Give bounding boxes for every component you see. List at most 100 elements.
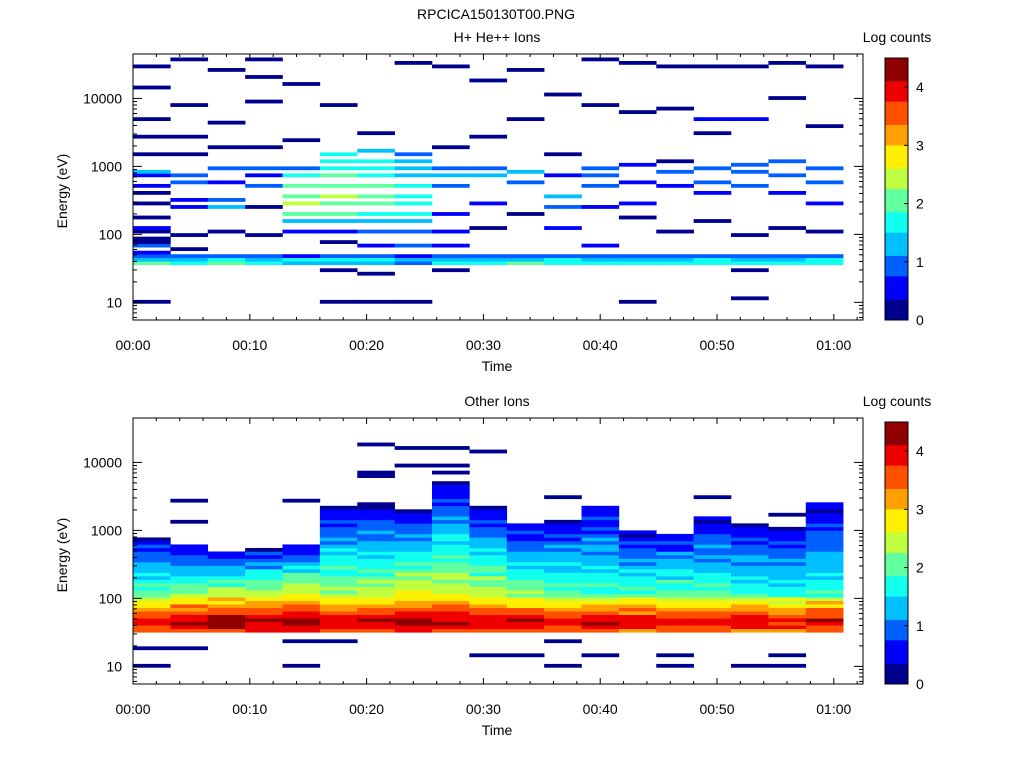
colorbar-segment xyxy=(885,174,908,178)
colorbar-segment xyxy=(885,229,908,234)
heatmap-cell xyxy=(432,597,470,601)
heatmap-cell xyxy=(319,593,358,598)
heatmap-cell xyxy=(544,663,582,668)
heatmap-cell xyxy=(282,138,321,143)
heatmap-cell xyxy=(319,544,358,549)
colorbar-segment xyxy=(885,162,908,167)
x-axis-label: Time xyxy=(482,358,513,374)
heatmap-cell xyxy=(432,544,470,549)
heatmap-cell xyxy=(133,201,171,206)
heatmap-cell xyxy=(731,233,769,237)
heatmap-cell xyxy=(544,569,582,573)
heatmap-cell xyxy=(357,530,395,535)
heatmap-cell xyxy=(805,540,844,545)
colorbar-border xyxy=(884,57,909,321)
heatmap-cell xyxy=(544,586,582,591)
heatmap-cell xyxy=(282,212,321,216)
colorbar-label: Log counts xyxy=(863,393,932,409)
heatmap-cell xyxy=(618,60,657,65)
heatmap-cell xyxy=(170,593,209,598)
colorbar-segment xyxy=(885,599,908,603)
heatmap-cell xyxy=(693,64,732,69)
heatmap-cell xyxy=(544,604,582,608)
heatmap-cell xyxy=(394,597,433,601)
heatmap-cell xyxy=(581,523,620,528)
heatmap-cell xyxy=(394,516,433,521)
heatmap-cell xyxy=(544,562,582,566)
colorbar-segment xyxy=(885,619,908,624)
heatmap-cell xyxy=(394,572,433,577)
heatmap-cell xyxy=(656,229,694,234)
heatmap-cell xyxy=(618,572,657,577)
y-tick-label: 100 xyxy=(99,226,123,242)
heatmap-cell xyxy=(805,519,844,524)
colorbar-tick-label: 4 xyxy=(916,79,924,95)
heatmap-cell xyxy=(731,530,769,535)
heatmap-cell xyxy=(170,57,209,62)
y-tick-label: 100 xyxy=(99,590,123,606)
colorbar-segment xyxy=(885,261,908,266)
colorbar-segment xyxy=(885,651,908,656)
heatmap-cell xyxy=(394,583,433,587)
colorbar-segment xyxy=(885,503,908,507)
heatmap-cell xyxy=(357,502,395,507)
heatmap-cell xyxy=(805,530,844,535)
colorbar-segment xyxy=(885,264,908,268)
heatmap-cell xyxy=(506,261,545,266)
colorbar-segment xyxy=(885,308,908,312)
panel-h-he-ions: H+ He++ Ions Log counts 00:00 00:10 00:20 0… xyxy=(54,29,931,374)
heatmap-cell xyxy=(207,611,246,616)
heatmap-cell xyxy=(133,572,171,577)
heatmap-cell xyxy=(656,554,694,559)
heatmap-cell xyxy=(319,551,358,556)
colorbar-tick-label: 2 xyxy=(916,560,924,576)
heatmap-cell xyxy=(319,505,358,510)
colorbar-segment xyxy=(885,675,908,679)
colorbar-segment xyxy=(885,255,908,260)
heatmap-cell xyxy=(394,201,433,206)
heatmap-cell xyxy=(319,554,358,559)
heatmap-cell xyxy=(693,516,732,521)
colorbar-segment xyxy=(885,608,908,612)
heatmap-cell xyxy=(618,530,657,535)
heatmap-cell xyxy=(768,618,807,623)
heatmap-cell xyxy=(731,169,769,174)
heatmap-cell xyxy=(618,614,657,619)
heatmap-cell xyxy=(768,512,807,517)
heatmap-cell xyxy=(731,551,769,556)
y-axis-ticks: 10 100 1000 10000 xyxy=(83,90,863,318)
heatmap-cell xyxy=(506,586,545,591)
colorbar-segment xyxy=(885,183,908,187)
heatmap-cell xyxy=(432,491,470,496)
colorbar-segment xyxy=(885,218,908,222)
heatmap-cell xyxy=(432,183,470,188)
heatmap-cell xyxy=(544,194,582,199)
heatmap-cell xyxy=(731,576,769,580)
heatmap-cell xyxy=(656,576,694,580)
heatmap-cell xyxy=(581,243,620,248)
heatmap-cell xyxy=(506,554,545,559)
heatmap-cell xyxy=(432,495,470,500)
heatmap-cell xyxy=(731,554,769,559)
heatmap-cell xyxy=(394,261,433,266)
heatmap-cell xyxy=(656,607,694,612)
heatmap-cell xyxy=(282,611,321,616)
y-tick-label: 1000 xyxy=(91,158,122,174)
heatmap-cell xyxy=(432,607,470,612)
colorbar-segment xyxy=(885,299,908,303)
heatmap-cell xyxy=(656,600,694,605)
heatmap-cell xyxy=(544,544,582,549)
heatmap-cell xyxy=(469,261,508,266)
colorbar-segment xyxy=(885,151,908,155)
heatmap-cell xyxy=(432,621,470,626)
heatmap-cell xyxy=(394,512,433,517)
heatmap-cell xyxy=(544,533,582,538)
colorbar-segment xyxy=(885,314,908,318)
heatmap-cell xyxy=(693,544,732,549)
heatmap-cell xyxy=(170,586,209,591)
heatmap-cell xyxy=(731,569,769,573)
heatmap-cell xyxy=(805,180,844,185)
heatmap-cell xyxy=(170,621,209,626)
heatmap-cell xyxy=(469,547,508,552)
heatmap-cell xyxy=(282,628,321,633)
